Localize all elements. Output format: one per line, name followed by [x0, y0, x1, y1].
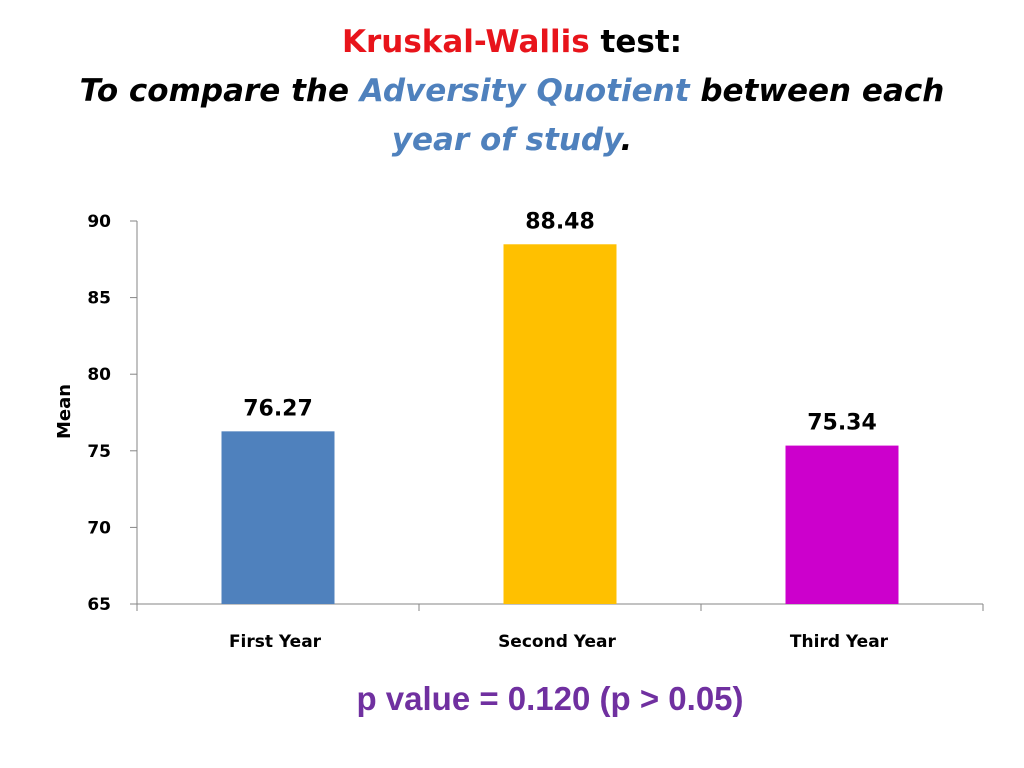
title-line2-highlight: Adversity Quotient [359, 73, 690, 109]
data-label: 88.48 [525, 209, 595, 234]
y-axis: 90 85 80 75 70 65 [87, 212, 138, 615]
bar [221, 431, 335, 604]
category-label: Second Year [498, 632, 616, 652]
slide-title: Kruskal-Wallis test: To compare the Adve… [0, 18, 1024, 164]
title-line-1: Kruskal-Wallis test: [0, 18, 1024, 66]
y-tick-label: 65 [87, 595, 111, 615]
data-label: 76.27 [243, 396, 313, 421]
y-tick-label: 90 [87, 212, 111, 232]
data-label: 75.34 [807, 411, 877, 436]
title-line3-suffix: . [620, 122, 633, 158]
category-label: First Year [229, 632, 322, 652]
title-line2-suffix: between each [689, 73, 945, 109]
bars [221, 244, 899, 604]
title-line-3: year of study. [0, 116, 1024, 164]
y-axis-title: Mean [54, 384, 75, 439]
bar [503, 244, 617, 604]
y-tick-label: 80 [87, 365, 111, 385]
bar-chart: 90 85 80 75 70 65 First Year Second Year Third … [54, 209, 984, 652]
title-line2-prefix: To compare the [79, 73, 360, 109]
title-line-2: To compare the Adversity Quotient betwee… [0, 66, 1024, 116]
test-suffix: test: [589, 24, 683, 60]
test-name: Kruskal-Wallis [341, 24, 590, 60]
y-tick-label: 75 [87, 442, 111, 462]
p-value-note: p value = 0.120 (p > 0.05) [356, 680, 744, 717]
y-tick-label: 85 [87, 289, 111, 309]
bar [785, 445, 899, 604]
y-tick-label: 70 [87, 518, 111, 538]
data-labels: 76.27 88.48 75.34 [243, 209, 877, 435]
x-axis: First Year Second Year Third Year [136, 603, 984, 652]
title-line3-highlight: year of study [391, 122, 621, 158]
category-label: Third Year [790, 632, 889, 652]
